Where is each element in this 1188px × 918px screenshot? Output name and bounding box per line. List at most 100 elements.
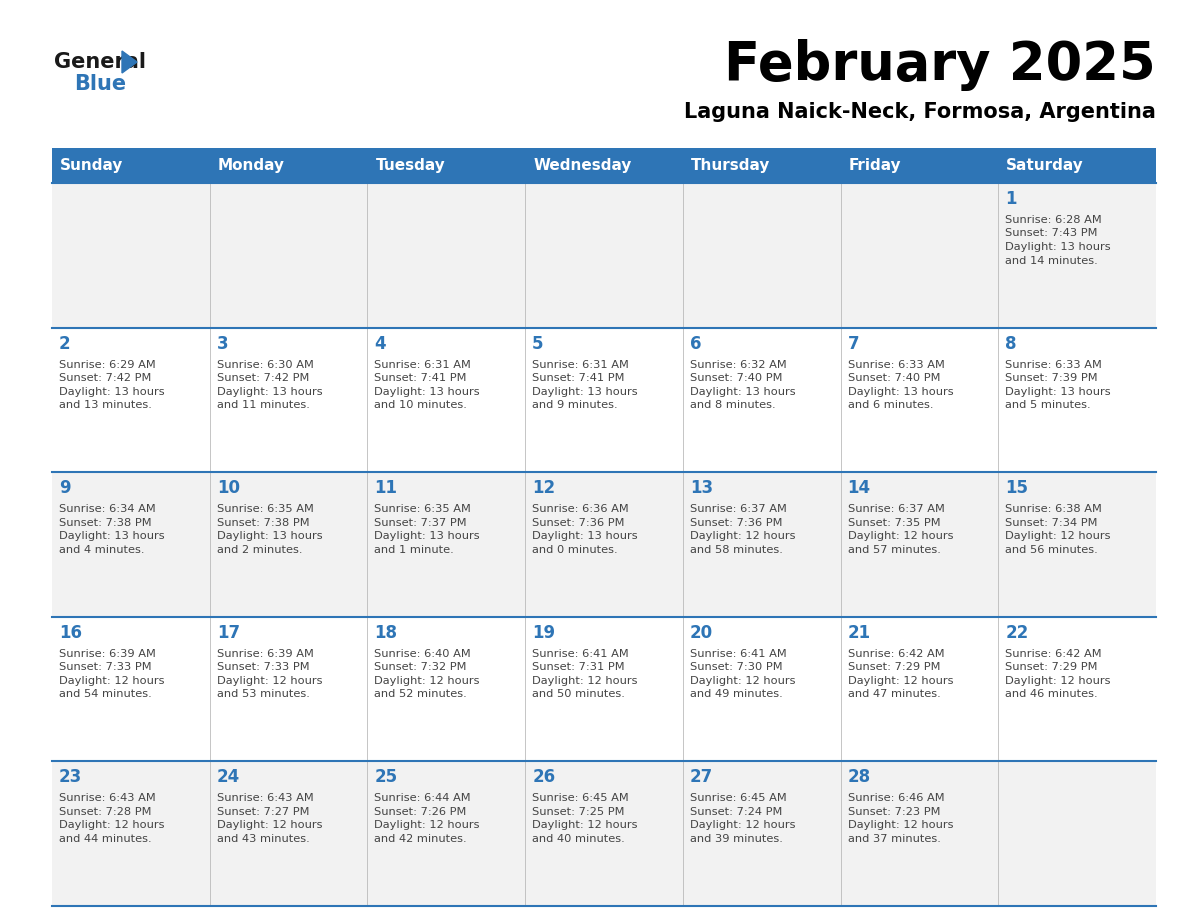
Text: Sunrise: 6:32 AM: Sunrise: 6:32 AM xyxy=(690,360,786,370)
Text: Sunset: 7:33 PM: Sunset: 7:33 PM xyxy=(59,662,152,672)
Text: Sunset: 7:34 PM: Sunset: 7:34 PM xyxy=(1005,518,1098,528)
Text: Sunrise: 6:37 AM: Sunrise: 6:37 AM xyxy=(690,504,786,514)
Text: Sunset: 7:36 PM: Sunset: 7:36 PM xyxy=(690,518,783,528)
Text: 4: 4 xyxy=(374,334,386,353)
Text: Sunset: 7:32 PM: Sunset: 7:32 PM xyxy=(374,662,467,672)
Text: 11: 11 xyxy=(374,479,398,498)
Text: 9: 9 xyxy=(59,479,70,498)
Text: Sunrise: 6:36 AM: Sunrise: 6:36 AM xyxy=(532,504,628,514)
Text: Sunrise: 6:30 AM: Sunrise: 6:30 AM xyxy=(216,360,314,370)
Text: and 46 minutes.: and 46 minutes. xyxy=(1005,689,1098,700)
Text: Sunset: 7:35 PM: Sunset: 7:35 PM xyxy=(847,518,940,528)
Text: 21: 21 xyxy=(847,624,871,642)
Text: 7: 7 xyxy=(847,334,859,353)
Text: Daylight: 12 hours: Daylight: 12 hours xyxy=(690,532,795,542)
Bar xyxy=(52,328,1156,472)
Text: Sunrise: 6:34 AM: Sunrise: 6:34 AM xyxy=(59,504,156,514)
Text: and 40 minutes.: and 40 minutes. xyxy=(532,834,625,844)
Text: Thursday: Thursday xyxy=(691,158,770,173)
Text: Friday: Friday xyxy=(848,158,902,173)
Text: Sunrise: 6:39 AM: Sunrise: 6:39 AM xyxy=(216,649,314,659)
Bar xyxy=(52,183,1156,328)
Text: Sunset: 7:27 PM: Sunset: 7:27 PM xyxy=(216,807,309,817)
Text: 27: 27 xyxy=(690,768,713,787)
Text: Sunrise: 6:33 AM: Sunrise: 6:33 AM xyxy=(1005,360,1102,370)
Text: Sunrise: 6:43 AM: Sunrise: 6:43 AM xyxy=(216,793,314,803)
Text: Laguna Naick-Neck, Formosa, Argentina: Laguna Naick-Neck, Formosa, Argentina xyxy=(684,102,1156,122)
Text: Daylight: 12 hours: Daylight: 12 hours xyxy=(690,821,795,831)
Text: Sunset: 7:36 PM: Sunset: 7:36 PM xyxy=(532,518,625,528)
Text: Daylight: 13 hours: Daylight: 13 hours xyxy=(374,386,480,397)
Text: 12: 12 xyxy=(532,479,555,498)
Text: Sunset: 7:24 PM: Sunset: 7:24 PM xyxy=(690,807,782,817)
Text: Sunset: 7:28 PM: Sunset: 7:28 PM xyxy=(59,807,152,817)
Text: Sunrise: 6:45 AM: Sunrise: 6:45 AM xyxy=(532,793,628,803)
Text: 25: 25 xyxy=(374,768,398,787)
Text: and 11 minutes.: and 11 minutes. xyxy=(216,400,310,410)
Text: Sunday: Sunday xyxy=(61,158,124,173)
Text: and 2 minutes.: and 2 minutes. xyxy=(216,544,302,554)
Text: Sunrise: 6:37 AM: Sunrise: 6:37 AM xyxy=(847,504,944,514)
Text: Sunrise: 6:43 AM: Sunrise: 6:43 AM xyxy=(59,793,156,803)
Text: Daylight: 12 hours: Daylight: 12 hours xyxy=(532,821,638,831)
Text: Sunset: 7:41 PM: Sunset: 7:41 PM xyxy=(532,373,625,383)
Text: Daylight: 12 hours: Daylight: 12 hours xyxy=(374,821,480,831)
Text: Sunrise: 6:46 AM: Sunrise: 6:46 AM xyxy=(847,793,944,803)
Bar xyxy=(52,761,1156,906)
Text: Sunrise: 6:40 AM: Sunrise: 6:40 AM xyxy=(374,649,472,659)
Text: 2: 2 xyxy=(59,334,70,353)
Text: Sunrise: 6:35 AM: Sunrise: 6:35 AM xyxy=(216,504,314,514)
Text: Sunset: 7:29 PM: Sunset: 7:29 PM xyxy=(847,662,940,672)
Text: Wednesday: Wednesday xyxy=(533,158,632,173)
Text: Tuesday: Tuesday xyxy=(375,158,446,173)
Text: Sunset: 7:33 PM: Sunset: 7:33 PM xyxy=(216,662,309,672)
Text: and 56 minutes.: and 56 minutes. xyxy=(1005,544,1098,554)
Text: and 42 minutes.: and 42 minutes. xyxy=(374,834,467,844)
Text: February 2025: February 2025 xyxy=(725,39,1156,91)
Text: and 6 minutes.: and 6 minutes. xyxy=(847,400,933,410)
Text: Daylight: 12 hours: Daylight: 12 hours xyxy=(59,676,164,686)
Text: Sunset: 7:43 PM: Sunset: 7:43 PM xyxy=(1005,229,1098,239)
Text: 8: 8 xyxy=(1005,334,1017,353)
Bar xyxy=(52,617,1156,761)
Text: Sunrise: 6:42 AM: Sunrise: 6:42 AM xyxy=(847,649,944,659)
Text: Sunset: 7:38 PM: Sunset: 7:38 PM xyxy=(216,518,309,528)
Text: 16: 16 xyxy=(59,624,82,642)
Text: Daylight: 12 hours: Daylight: 12 hours xyxy=(532,676,638,686)
Text: and 0 minutes.: and 0 minutes. xyxy=(532,544,618,554)
Text: 28: 28 xyxy=(847,768,871,787)
Text: Sunrise: 6:31 AM: Sunrise: 6:31 AM xyxy=(532,360,628,370)
Text: Daylight: 12 hours: Daylight: 12 hours xyxy=(690,676,795,686)
Text: 18: 18 xyxy=(374,624,398,642)
Text: and 1 minute.: and 1 minute. xyxy=(374,544,454,554)
Text: Daylight: 12 hours: Daylight: 12 hours xyxy=(216,676,322,686)
Text: and 8 minutes.: and 8 minutes. xyxy=(690,400,776,410)
Text: and 50 minutes.: and 50 minutes. xyxy=(532,689,625,700)
Text: Sunrise: 6:28 AM: Sunrise: 6:28 AM xyxy=(1005,215,1102,225)
Text: and 39 minutes.: and 39 minutes. xyxy=(690,834,783,844)
Text: and 52 minutes.: and 52 minutes. xyxy=(374,689,467,700)
Bar xyxy=(52,148,1156,183)
Text: Sunset: 7:41 PM: Sunset: 7:41 PM xyxy=(374,373,467,383)
Text: 14: 14 xyxy=(847,479,871,498)
Text: Daylight: 13 hours: Daylight: 13 hours xyxy=(59,386,165,397)
Text: and 14 minutes.: and 14 minutes. xyxy=(1005,255,1098,265)
Text: 22: 22 xyxy=(1005,624,1029,642)
Text: and 13 minutes.: and 13 minutes. xyxy=(59,400,152,410)
Text: Daylight: 12 hours: Daylight: 12 hours xyxy=(374,676,480,686)
Text: Daylight: 12 hours: Daylight: 12 hours xyxy=(847,532,953,542)
Text: Blue: Blue xyxy=(74,74,126,94)
Text: Daylight: 13 hours: Daylight: 13 hours xyxy=(374,532,480,542)
Text: Sunset: 7:40 PM: Sunset: 7:40 PM xyxy=(690,373,783,383)
Text: Sunset: 7:29 PM: Sunset: 7:29 PM xyxy=(1005,662,1098,672)
Text: 17: 17 xyxy=(216,624,240,642)
Text: Daylight: 13 hours: Daylight: 13 hours xyxy=(690,386,796,397)
Text: Sunrise: 6:41 AM: Sunrise: 6:41 AM xyxy=(532,649,628,659)
Bar xyxy=(52,472,1156,617)
Text: Daylight: 13 hours: Daylight: 13 hours xyxy=(216,532,322,542)
Text: Sunrise: 6:41 AM: Sunrise: 6:41 AM xyxy=(690,649,786,659)
Text: Sunset: 7:38 PM: Sunset: 7:38 PM xyxy=(59,518,152,528)
Text: Sunset: 7:37 PM: Sunset: 7:37 PM xyxy=(374,518,467,528)
Text: Monday: Monday xyxy=(217,158,285,173)
Text: Sunrise: 6:39 AM: Sunrise: 6:39 AM xyxy=(59,649,156,659)
